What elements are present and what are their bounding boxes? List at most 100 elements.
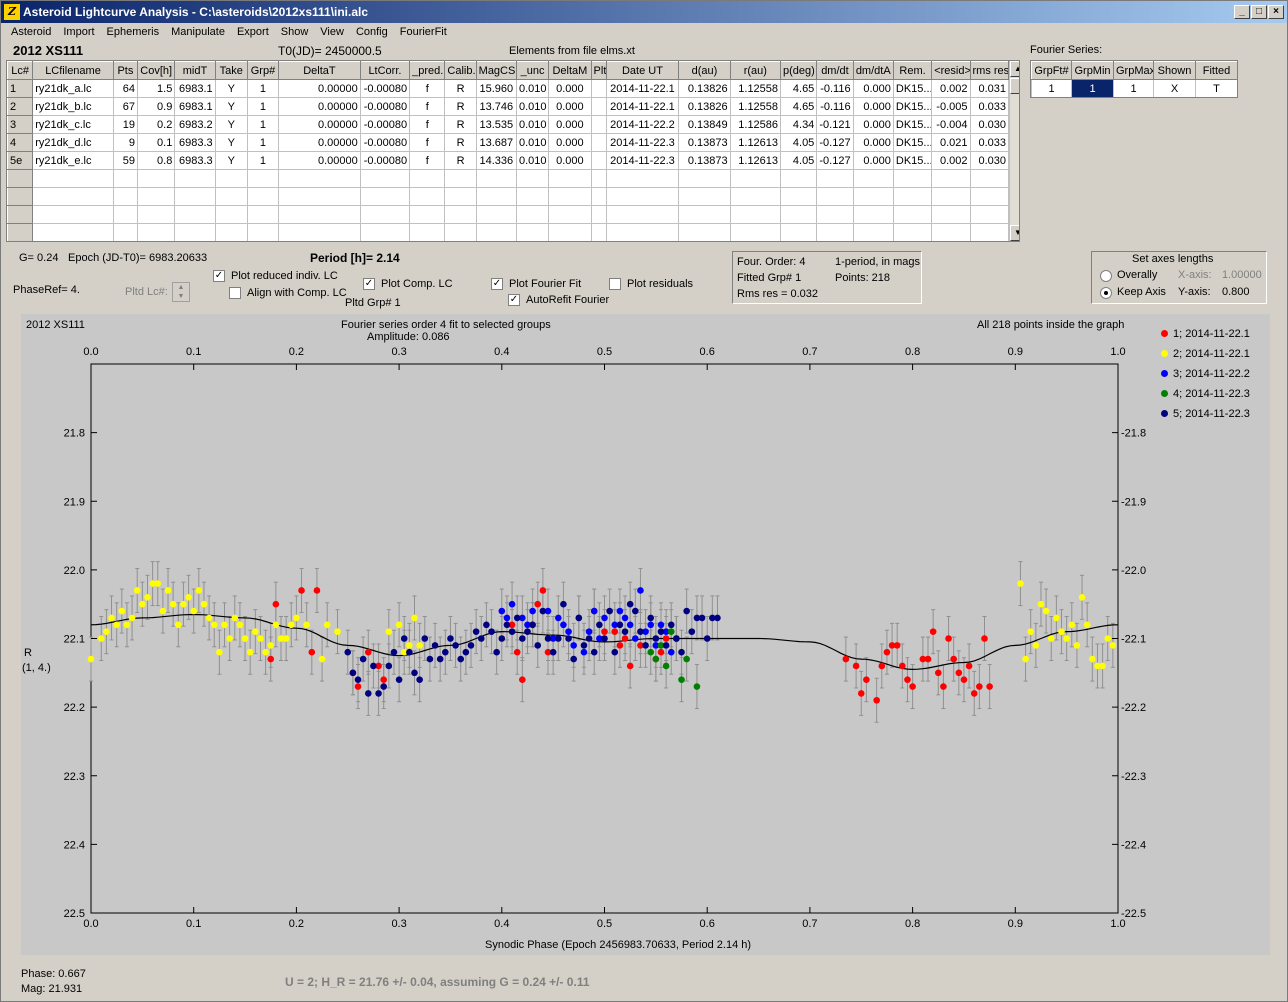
grid-cell[interactable] (137, 205, 176, 224)
scroll-thumb[interactable] (1010, 78, 1019, 94)
grid-cell[interactable] (729, 187, 782, 206)
column-header[interactable]: Rem. (892, 61, 933, 80)
grid-cell[interactable]: R (444, 115, 477, 134)
grid-cell[interactable]: 0.033 (969, 133, 1009, 152)
keep-axis-radio[interactable] (1100, 287, 1112, 299)
grid-cell[interactable] (444, 169, 477, 188)
fourier-column-header[interactable]: GrpMin (1071, 61, 1114, 80)
grid-cell[interactable] (32, 169, 114, 188)
grid-cell[interactable] (278, 223, 361, 241)
autorefit-checkbox[interactable]: ✓ (508, 294, 520, 306)
menu-config[interactable]: Config (355, 26, 388, 38)
grid-cell[interactable]: 0.13826 (678, 97, 731, 116)
grid-cell[interactable] (590, 205, 607, 224)
grid-cell[interactable]: R (444, 151, 477, 170)
lightcurve-grid[interactable]: Lc# LCfilename Pts Cov[h] midT Take Grp# DeltaT… (6, 60, 1020, 242)
grid-cell[interactable] (214, 205, 248, 224)
grid-cell[interactable] (444, 205, 477, 224)
grid-cell[interactable]: DK15... (892, 79, 933, 98)
grid-cell[interactable]: 4.34 (780, 115, 818, 134)
fourier-cell[interactable]: T (1195, 79, 1237, 97)
grid-cell[interactable] (852, 205, 894, 224)
grid-cell[interactable] (409, 223, 446, 241)
column-header[interactable]: rms res (969, 61, 1009, 80)
grid-cell[interactable]: 0.000 (548, 79, 592, 98)
grid-cell[interactable]: 2014-11-22.1 (605, 79, 680, 98)
grid-cell[interactable]: 14.336 (475, 151, 517, 170)
grid-cell[interactable] (678, 187, 731, 206)
grid-cell[interactable]: 6983.2 (174, 115, 216, 134)
grid-cell[interactable]: 0.002 (931, 151, 971, 170)
grid-cell[interactable] (246, 169, 280, 188)
grid-cell[interactable]: ry21dk_d.lc (32, 133, 114, 152)
x-axis-value[interactable]: 1.00000 (1222, 269, 1262, 281)
grid-cell[interactable] (214, 187, 248, 206)
plot-reduced-checkbox[interactable]: ✓ (213, 270, 225, 282)
fourier-column-header[interactable]: Shown (1153, 61, 1196, 80)
grid-scrollbar[interactable]: ▲ ▼ (1009, 61, 1019, 241)
grid-cell[interactable] (852, 187, 894, 206)
fourier-cell[interactable]: X (1153, 79, 1196, 97)
table-row[interactable] (7, 169, 1009, 188)
grid-cell[interactable] (444, 223, 477, 241)
grid-cell[interactable] (278, 205, 361, 224)
grid-cell[interactable] (590, 187, 607, 206)
grid-cell[interactable] (852, 169, 894, 188)
row-header[interactable]: 4 (7, 133, 34, 152)
grid-cell[interactable]: -0.00080 (359, 133, 411, 152)
grid-cell[interactable]: 4.65 (780, 97, 818, 116)
grid-cell[interactable] (780, 223, 818, 241)
grid-cell[interactable] (590, 97, 607, 116)
table-row[interactable]: 4 ry21dk_d.lc 9 0.1 6983.3 Y 1 0.00000 -0.00080 f… (7, 133, 1009, 152)
grid-cell[interactable]: 1 (246, 97, 280, 116)
table-row[interactable]: 2 ry21dk_b.lc 67 0.9 6983.1 Y 1 0.00000 -0.00080… (7, 97, 1009, 116)
grid-cell[interactable]: 67 (112, 97, 139, 116)
overally-radio[interactable] (1100, 270, 1112, 282)
grid-cell[interactable] (969, 187, 1009, 206)
grid-cell[interactable]: 9 (112, 133, 139, 152)
grid-cell[interactable]: 1.12613 (729, 133, 782, 152)
grid-cell[interactable] (780, 187, 818, 206)
grid-cell[interactable]: 0.2 (137, 115, 176, 134)
grid-cell[interactable]: 0.00000 (278, 97, 361, 116)
grid-cell[interactable]: -0.00080 (359, 97, 411, 116)
grid-cell[interactable] (548, 223, 592, 241)
grid-cell[interactable]: -0.00080 (359, 151, 411, 170)
grid-cell[interactable]: 19 (112, 115, 139, 134)
grid-cell[interactable] (409, 205, 446, 224)
grid-cell[interactable]: 0.00000 (278, 79, 361, 98)
grid-cell[interactable]: 64 (112, 79, 139, 98)
grid-cell[interactable] (678, 223, 731, 241)
grid-cell[interactable]: 0.010 (515, 97, 550, 116)
grid-cell[interactable]: 0.13873 (678, 151, 731, 170)
grid-cell[interactable] (137, 223, 176, 241)
menu-view[interactable]: View (320, 26, 344, 38)
column-header[interactable]: Calib. (444, 61, 477, 80)
grid-cell[interactable]: 1 (246, 133, 280, 152)
grid-cell[interactable] (969, 205, 1009, 224)
grid-cell[interactable]: 59 (112, 151, 139, 170)
menu-show[interactable]: Show (280, 26, 309, 38)
grid-cell[interactable] (729, 205, 782, 224)
column-header[interactable]: Cov[h] (137, 61, 176, 80)
grid-cell[interactable]: DK15... (892, 151, 933, 170)
grid-cell[interactable]: 13.687 (475, 133, 517, 152)
grid-cell[interactable]: -0.00080 (359, 79, 411, 98)
grid-cell[interactable] (174, 169, 216, 188)
grid-cell[interactable] (969, 169, 1009, 188)
grid-cell[interactable] (32, 187, 114, 206)
grid-cell[interactable] (174, 187, 216, 206)
grid-cell[interactable] (969, 223, 1009, 241)
grid-cell[interactable] (475, 223, 517, 241)
grid-cell[interactable]: 0.00000 (278, 133, 361, 152)
row-header[interactable] (7, 223, 34, 241)
grid-cell[interactable]: 6983.3 (174, 151, 216, 170)
grid-cell[interactable] (590, 79, 607, 98)
column-header[interactable]: dm/dt (816, 61, 854, 80)
grid-cell[interactable]: DK15... (892, 115, 933, 134)
table-row[interactable]: 3 ry21dk_c.lc 19 0.2 6983.2 Y 1 0.00000 -0.00080… (7, 115, 1009, 134)
grid-cell[interactable]: 0.000 (548, 97, 592, 116)
grid-cell[interactable] (931, 169, 971, 188)
grid-cell[interactable]: 0.13873 (678, 133, 731, 152)
